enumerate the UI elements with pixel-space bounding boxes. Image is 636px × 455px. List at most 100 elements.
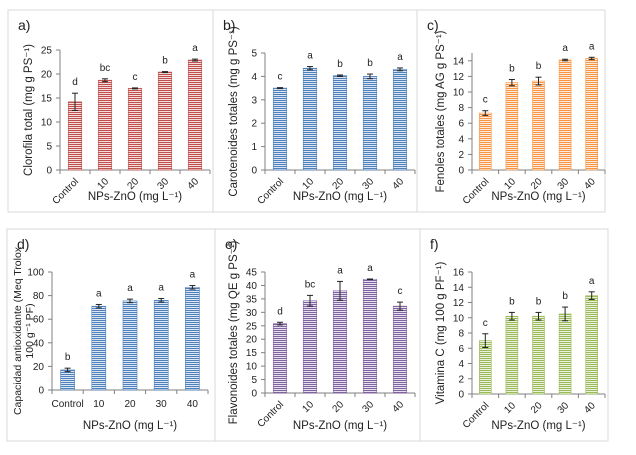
- x-tick-label: 20: [529, 400, 545, 416]
- y-tick-label: 40: [246, 281, 258, 292]
- bar: [272, 87, 288, 171]
- significance-letter: a: [562, 43, 568, 54]
- bar: [585, 295, 598, 395]
- bar: [392, 305, 408, 394]
- significance-letter: b: [162, 56, 168, 67]
- x-tick-label: Control: [461, 176, 492, 207]
- bar: [157, 71, 173, 171]
- bar: [97, 79, 113, 171]
- panel-border: [416, 9, 606, 213]
- x-tick-label: 10: [93, 399, 105, 410]
- bar: [505, 315, 519, 395]
- y-tick-label: 80: [33, 291, 45, 302]
- bar: [302, 300, 318, 394]
- x-axis-label: NPs-ZnO (mg L⁻¹): [293, 191, 387, 203]
- x-tick-label: 30: [556, 400, 572, 416]
- significance-letter: a: [192, 43, 198, 54]
- bar: [185, 287, 200, 391]
- bar: [302, 67, 318, 171]
- significance-letter: a: [307, 51, 313, 62]
- y-tick-label: 6: [458, 119, 464, 130]
- bar: [91, 305, 107, 391]
- y-tick-label: 14: [453, 56, 465, 67]
- x-axis-label: NPs-ZnO (mg L⁻¹): [88, 191, 182, 203]
- y-tick-label: 2: [458, 374, 464, 385]
- significance-letter: a: [367, 263, 373, 274]
- bar: [479, 112, 492, 171]
- panel-label: a): [18, 17, 30, 33]
- significance-letter: a: [158, 283, 164, 294]
- x-tick-label: 10: [300, 399, 316, 415]
- y-tick-label: 0: [46, 166, 52, 177]
- y-tick-label: 20: [246, 335, 258, 346]
- significance-letter: c: [483, 95, 488, 106]
- significance-letter: c: [133, 72, 138, 83]
- significance-letter: a: [337, 265, 343, 276]
- y-tick-label: 4: [251, 72, 257, 83]
- bar: [127, 88, 143, 171]
- x-axis-label: NPs-ZnO (mg L⁻¹): [491, 420, 585, 432]
- panel-border: [419, 228, 609, 442]
- x-tick-label: 40: [390, 399, 406, 415]
- x-axis-label: NPs-ZnO (mg L⁻¹): [293, 420, 387, 432]
- y-tick-label: 25: [246, 321, 258, 332]
- y-tick-label: 0: [251, 166, 257, 177]
- x-tick-label: Control: [256, 399, 287, 430]
- significance-letter: d: [277, 306, 283, 317]
- bar: [60, 369, 75, 391]
- bar: [332, 290, 348, 394]
- bar: [187, 59, 203, 171]
- y-tick-label: 20: [33, 362, 45, 373]
- y-tick-label: 4: [458, 134, 464, 145]
- x-tick-label: Control: [51, 176, 82, 207]
- bar: [558, 313, 572, 395]
- y-axis-label: Capacidad antioxidante (Meq Trolox: [12, 246, 24, 415]
- significance-letter: a: [127, 283, 133, 294]
- x-axis-label: NPs-ZnO (mg L⁻¹): [83, 420, 177, 432]
- bar: [558, 59, 572, 171]
- panel-border: [6, 228, 216, 442]
- significance-letter: c: [278, 72, 283, 83]
- x-tick-label: Control: [256, 176, 287, 207]
- bar: [153, 300, 169, 391]
- panel-c: c) 0 2 4 6 8 10 12 14 c Control b 10 b 20 a 30 a 40NPs-ZnO…: [416, 9, 606, 213]
- x-tick-label: 40: [187, 399, 199, 410]
- x-tick-label: 10: [300, 176, 316, 192]
- bar: [67, 101, 83, 171]
- bar: [505, 82, 519, 171]
- significance-letter: b: [562, 291, 568, 302]
- y-tick-label: 60: [33, 315, 45, 326]
- significance-letter: a: [190, 270, 196, 281]
- significance-letter: bc: [305, 279, 316, 290]
- x-tick-label: 40: [582, 400, 598, 416]
- y-tick-label: 10: [246, 362, 258, 373]
- x-tick-label: 40: [582, 176, 598, 192]
- y-tick-label: 6: [458, 344, 464, 355]
- y-tick-label: 8: [458, 329, 464, 340]
- bar: [479, 340, 492, 395]
- x-tick-label: 20: [330, 399, 346, 415]
- significance-letter: b: [367, 58, 373, 69]
- y-tick-label: 45: [246, 268, 258, 279]
- bar: [362, 76, 378, 171]
- bar: [585, 58, 598, 171]
- x-tick-label: 20: [330, 176, 346, 192]
- bar: [272, 323, 288, 394]
- x-tick-label: Control: [461, 400, 492, 431]
- bar: [332, 75, 348, 171]
- y-tick-label: 16: [453, 268, 465, 279]
- x-tick-label: 10: [95, 176, 111, 192]
- x-tick-label: 10: [502, 176, 518, 192]
- panel-d: d) 0 20 40 60 80 100 b Control a 10 a 20 a 30 a 40 NPs-Zn…: [6, 228, 216, 442]
- y-tick-label: 12: [453, 72, 465, 83]
- y-tick-label: 5: [46, 142, 52, 153]
- x-tick-label: Control: [51, 399, 83, 410]
- x-tick-label: 30: [556, 176, 572, 192]
- y-axis-label: Carotenoides totales (mg g PS⁻¹): [228, 26, 240, 197]
- panel-label: c): [427, 17, 439, 33]
- bar: [362, 278, 378, 394]
- y-tick-label: 35: [246, 294, 258, 305]
- x-axis-label: NPs-ZnO (mg L⁻¹): [491, 191, 585, 203]
- y-tick-label: 2: [251, 119, 257, 130]
